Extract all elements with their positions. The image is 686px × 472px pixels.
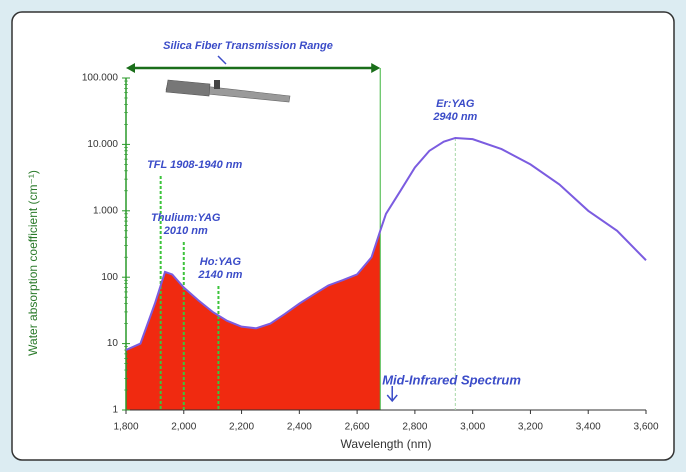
y-tick-label: 10 xyxy=(107,338,119,349)
x-tick-label: 2,000 xyxy=(171,422,196,433)
y-tick-label: 100 xyxy=(101,272,118,283)
x-tick-label: 3,600 xyxy=(633,422,658,433)
x-tick-label: 2,400 xyxy=(287,422,312,433)
annotation-label: 2140 nm xyxy=(197,269,242,281)
region-label: Mid-Infrared Spectrum xyxy=(382,372,521,387)
y-tick-label: 1 xyxy=(112,405,118,416)
x-tick-label: 3,200 xyxy=(518,422,543,433)
page: Silica Fiber Transmission Range Water ab… xyxy=(0,0,686,472)
annotation-label: Er:YAG xyxy=(436,98,475,110)
annotation-label: Thulium:YAG xyxy=(151,212,221,224)
annotation-label: Ho:YAG xyxy=(200,256,242,268)
x-tick-label: 3,400 xyxy=(576,422,601,433)
y-axis-label: Water absorption coefficient (cm⁻¹) xyxy=(26,170,40,356)
chart: Silica Fiber Transmission Range Water ab… xyxy=(0,0,686,472)
y-tick-label: 10.000 xyxy=(87,139,118,150)
annotation-label: 2010 nm xyxy=(163,225,208,237)
y-tick-label: 1.000 xyxy=(93,205,118,216)
x-axis-label: Wavelength (nm) xyxy=(341,437,432,451)
range-label: Silica Fiber Transmission Range xyxy=(163,40,333,52)
x-tick-label: 1,800 xyxy=(113,422,138,433)
y-tick-label: 100.000 xyxy=(82,73,119,84)
x-tick-label: 2,800 xyxy=(402,422,427,433)
x-tick-label: 2,600 xyxy=(345,422,370,433)
x-tick-label: 3,000 xyxy=(460,422,485,433)
x-tick-label: 2,200 xyxy=(229,422,254,433)
annotation-label: 2940 nm xyxy=(432,111,477,123)
annotation-label: TFL 1908-1940 nm xyxy=(147,159,242,171)
